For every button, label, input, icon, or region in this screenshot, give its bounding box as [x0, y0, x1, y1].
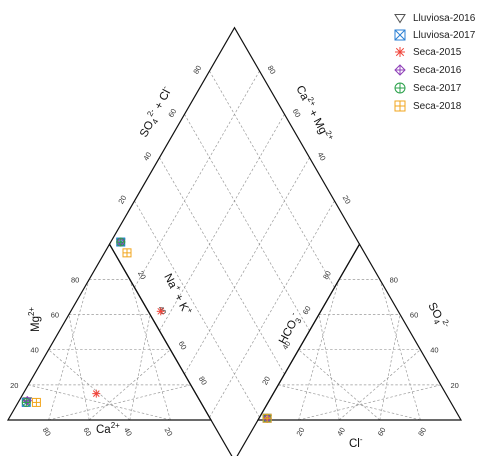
tick-label: 60: [177, 340, 189, 352]
diamond-grid-line: [184, 157, 310, 375]
tick-label: 40: [316, 150, 328, 162]
tick-label: 60: [51, 311, 59, 320]
tick-label: 60: [301, 304, 313, 316]
data-points: [21, 237, 273, 423]
legend-entry: Seca-2015: [395, 47, 462, 58]
tick-label: 80: [266, 64, 278, 76]
tick-labels: 80 20 20 20 20 80 20 80 60 40 40 40 40 60 40 60 40 60 60 60…: [10, 64, 459, 438]
tick-label: 80: [321, 269, 333, 281]
diamond-grid-line: [134, 70, 260, 288]
diamond-grid-line: [209, 200, 335, 418]
anion-grid-line: [298, 384, 441, 421]
grid-lines: [28, 70, 441, 421]
tick-label: 20: [136, 269, 148, 281]
legend-marker-seca-2015: [395, 47, 405, 57]
legend-entry: Lluviosa-2017: [394, 29, 476, 41]
tick-label: 20: [10, 381, 18, 390]
axis-title-hco3: HCO3-: [274, 310, 305, 347]
cation-grid-line: [129, 314, 151, 421]
legend-marker-seca-2017: [394, 82, 406, 94]
axis-title-so4: SO42-: [424, 299, 452, 332]
legend-entry: Seca-2018: [394, 100, 462, 112]
tick-label: 20: [294, 426, 306, 438]
legend-label-seca-2016: Seca-2016: [413, 65, 462, 76]
data-point: [31, 248, 272, 423]
axis-title-ca: Ca2+: [96, 421, 120, 436]
tick-label: 40: [122, 426, 134, 438]
legend-entry: Seca-2016: [394, 64, 462, 76]
tick-label: 60: [410, 311, 418, 320]
diamond-grid-line: [159, 157, 285, 375]
legend-marker-seca-2018: [394, 100, 406, 112]
tick-label: 40: [30, 346, 38, 355]
tick-label: 80: [197, 375, 209, 387]
tick-label: 20: [163, 426, 175, 438]
legend-label-seca-2015: Seca-2015: [413, 47, 462, 58]
tick-label: 60: [81, 426, 93, 438]
cation-grid-line: [68, 314, 90, 421]
tick-label: 40: [335, 426, 347, 438]
diamond-grid-line: [184, 114, 310, 331]
anion-grid-line: [318, 314, 340, 421]
cation-grid-line: [48, 384, 191, 421]
legend-marker-seca-2016: [394, 64, 406, 76]
tick-label: 40: [280, 340, 292, 352]
tick-label: 20: [260, 375, 272, 387]
legend-label-lluviosa-2017: Lluviosa-2017: [413, 30, 476, 41]
tick-label: 40: [141, 150, 153, 162]
tick-label: 80: [390, 275, 398, 284]
cation-grid-line: [129, 279, 171, 421]
legend-marker-lluviosa-2017: [394, 29, 406, 41]
plot-frames: [6, 26, 463, 456]
anion-grid-line: [379, 279, 421, 421]
legend-label-seca-2017: Seca-2017: [413, 83, 462, 94]
diamond-frame: [108, 26, 361, 456]
tick-label: 60: [166, 107, 178, 119]
tick-label: 60: [291, 107, 303, 119]
tick-label: 80: [416, 426, 428, 438]
tick-label: 20: [341, 194, 353, 206]
axis-title-mg: Mg2+: [27, 307, 42, 332]
tick-label: 80: [71, 275, 79, 284]
legend-label-seca-2018: Seca-2018: [413, 101, 462, 112]
cation-grid-line: [28, 384, 171, 421]
axis-title-cl: Cl-: [349, 435, 363, 450]
legend: Lluviosa-2016 Lluviosa-2017 Seca-2015 Se…: [394, 13, 476, 112]
legend-marker-lluviosa-2016: [394, 14, 406, 24]
tick-label: 40: [430, 346, 438, 355]
data-point: [92, 307, 272, 423]
diamond-grid-line: [134, 200, 260, 418]
tick-label: 80: [41, 426, 53, 438]
diamond-grid-line: [209, 70, 335, 288]
anion-grid-line: [278, 384, 421, 421]
tick-label: 60: [376, 426, 388, 438]
anion-grid-line: [379, 314, 401, 421]
tick-label: 80: [191, 64, 203, 76]
tick-label: 20: [116, 194, 128, 206]
tick-label: 20: [451, 381, 459, 390]
legend-entry: Seca-2017: [394, 82, 462, 94]
diamond-grid-line: [159, 114, 285, 331]
legend-entry: Lluviosa-2016: [394, 13, 476, 24]
legend-label-lluviosa-2016: Lluviosa-2016: [413, 13, 476, 24]
